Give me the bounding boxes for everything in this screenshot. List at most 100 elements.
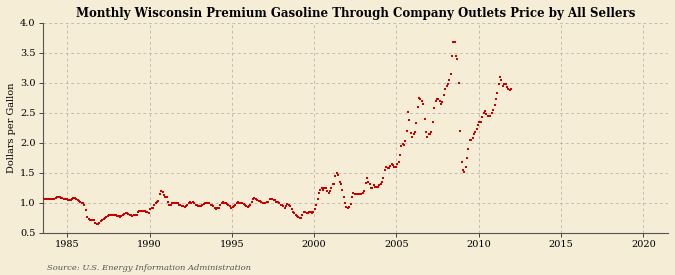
Point <box>285 204 296 209</box>
Point <box>331 170 342 175</box>
Point <box>298 210 309 214</box>
Point <box>267 197 277 201</box>
Point <box>487 111 497 115</box>
Point <box>108 213 119 217</box>
Point <box>268 198 279 202</box>
Point <box>138 209 148 213</box>
Point <box>290 213 301 218</box>
Point <box>72 198 83 202</box>
Point <box>94 221 105 226</box>
Point <box>426 130 437 134</box>
Point <box>173 202 184 207</box>
Point <box>418 101 429 106</box>
Point <box>159 193 169 197</box>
Point <box>496 77 507 82</box>
Point <box>444 77 455 82</box>
Point <box>464 138 475 142</box>
Point <box>292 214 302 218</box>
Point <box>32 198 43 202</box>
Point <box>434 98 445 103</box>
Point <box>321 186 331 191</box>
Point <box>430 98 441 103</box>
Point <box>284 202 294 207</box>
Point <box>431 97 442 102</box>
Y-axis label: Dollars per Gallon: Dollars per Gallon <box>7 82 16 173</box>
Point <box>281 204 292 208</box>
Point <box>350 192 361 197</box>
Point <box>207 203 217 207</box>
Point <box>51 195 62 200</box>
Point <box>169 200 180 205</box>
Point <box>202 201 213 206</box>
Point <box>92 222 103 226</box>
Point <box>265 196 276 201</box>
Point <box>30 197 40 201</box>
Point <box>325 189 335 194</box>
Point <box>256 199 267 204</box>
Point <box>35 196 46 201</box>
Point <box>152 199 163 204</box>
Point <box>131 213 142 217</box>
Point <box>253 199 264 203</box>
Point <box>134 208 144 213</box>
Point <box>383 166 394 170</box>
Point <box>172 201 183 206</box>
Point <box>200 200 211 205</box>
Point <box>488 108 499 112</box>
Point <box>504 88 515 92</box>
Point <box>341 205 352 209</box>
Point <box>385 163 396 168</box>
Point <box>209 206 220 210</box>
Point <box>438 92 449 97</box>
Point <box>323 190 334 195</box>
Point <box>87 218 98 222</box>
Point <box>392 162 402 167</box>
Point <box>91 222 102 226</box>
Point <box>111 213 122 218</box>
Point <box>472 122 483 127</box>
Point <box>193 204 204 208</box>
Point <box>300 210 310 214</box>
Point <box>145 207 156 211</box>
Point <box>271 199 282 204</box>
Point <box>197 203 208 207</box>
Point <box>215 203 225 207</box>
Point <box>146 205 157 210</box>
Point <box>112 214 123 218</box>
Point <box>236 201 246 206</box>
Point <box>407 134 418 139</box>
Point <box>164 203 175 207</box>
Point <box>308 210 319 214</box>
Point <box>36 196 47 201</box>
Point <box>317 186 327 190</box>
Point <box>201 201 212 206</box>
Point <box>122 211 132 215</box>
Point <box>279 205 290 210</box>
Point <box>38 196 49 200</box>
Point <box>356 192 367 197</box>
Point <box>130 213 140 217</box>
Point <box>183 200 194 205</box>
Point <box>326 186 337 190</box>
Point <box>366 186 377 191</box>
Point <box>399 142 410 147</box>
Point <box>403 110 414 114</box>
Point <box>185 200 196 204</box>
Point <box>435 101 446 106</box>
Point <box>411 121 422 126</box>
Point <box>45 197 55 201</box>
Point <box>362 175 373 180</box>
Point <box>497 83 508 88</box>
Point <box>467 136 478 140</box>
Point <box>182 202 192 207</box>
Point <box>232 200 242 205</box>
Point <box>244 204 254 208</box>
Point <box>414 95 425 100</box>
Point <box>492 91 503 96</box>
Point <box>70 196 80 200</box>
Point <box>377 180 387 184</box>
Point <box>64 198 75 202</box>
Point <box>489 103 500 108</box>
Point <box>315 187 326 192</box>
Point <box>119 211 130 216</box>
